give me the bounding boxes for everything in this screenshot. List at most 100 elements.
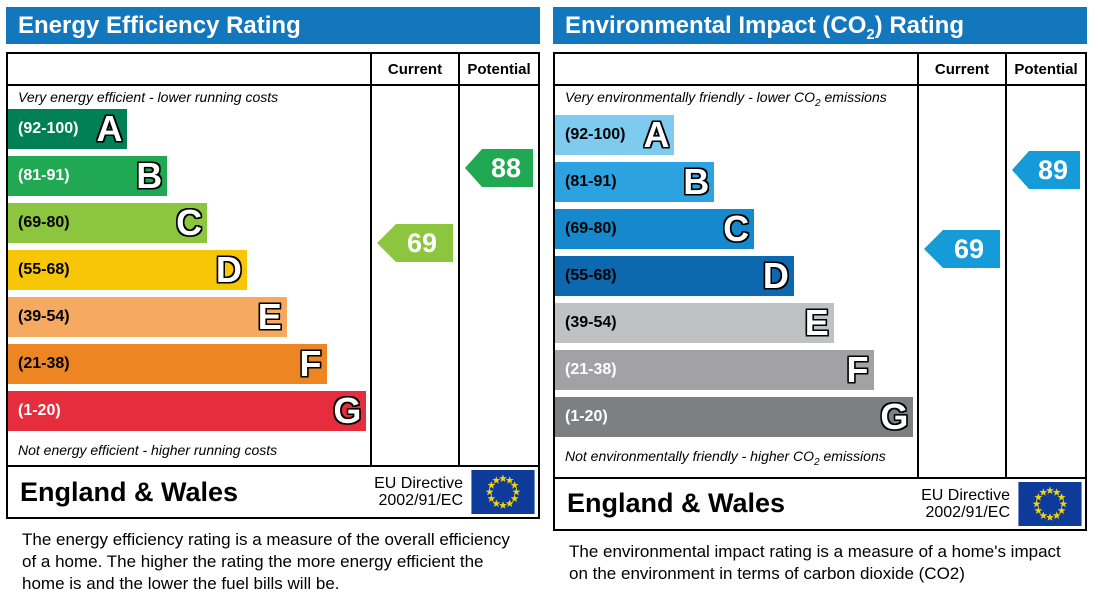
band-range-label: (21-38) <box>565 360 617 378</box>
eu-directive-line2: 2002/91/EC <box>378 492 463 509</box>
eu-directive-line1: EU Directive <box>374 475 463 492</box>
band-range-label: (69-80) <box>565 219 617 237</box>
energy-efficiency-title: Energy Efficiency Rating <box>6 7 540 44</box>
band-grade-letter: E <box>257 296 282 337</box>
footer-row: England & Wales EU Directive 2002/91/EC <box>553 476 1087 531</box>
environmental-impact-description: The environmental impact rating is a mea… <box>569 541 1061 583</box>
energy-efficiency-chart: Current Potential Very energy efficient … <box>6 52 540 467</box>
band-a: (92-100) A <box>8 108 128 149</box>
band-g: (1-20) G <box>555 395 914 437</box>
current-rating-value: 69 <box>953 233 985 264</box>
band-a: (92-100) A <box>555 113 675 155</box>
top-caption-suffix: emissions <box>820 89 887 105</box>
potential-rating-value: 88 <box>490 152 522 183</box>
current-column: 69 <box>917 86 1005 477</box>
top-caption-subscript: 2 <box>815 97 821 109</box>
region-label: England & Wales <box>20 476 239 507</box>
current-rating-value: 69 <box>406 227 438 258</box>
band-f: (21-38) F <box>8 344 327 384</box>
region-label: England & Wales <box>567 488 786 519</box>
eu-flag-icon <box>1018 481 1082 526</box>
bottom-caption-suffix: emissions <box>819 447 886 464</box>
band-grade-letter: G <box>880 395 909 437</box>
potential-column: 89 <box>1005 86 1085 477</box>
band-grade-letter: F <box>846 348 869 390</box>
top-caption: Very environmentally friendly - lower CO… <box>555 86 917 115</box>
band-range-label: (92-100) <box>18 120 79 137</box>
bottom-caption-subscript: 2 <box>814 456 820 468</box>
epc-charts: Energy Efficiency Rating Current Potenti… <box>6 7 1087 595</box>
band-range-label: (1-20) <box>565 407 608 425</box>
title-text: Energy Efficiency Rating <box>18 12 301 39</box>
band-range-label: (1-20) <box>18 402 61 419</box>
current-column-header: Current <box>917 54 1005 84</box>
band-e: (39-54) E <box>8 297 287 337</box>
energy-efficiency-panel: Energy Efficiency Rating Current Potenti… <box>6 7 540 595</box>
eu-directive-label: EU Directive 2002/91/EC <box>374 475 471 509</box>
band-grade-letter: A <box>96 108 123 149</box>
band-range-label: (39-54) <box>565 313 617 331</box>
bottom-caption: Not environmentally friendly - higher CO… <box>555 444 917 477</box>
potential-column: 88 <box>458 86 538 465</box>
column-header-row: Current Potential <box>555 54 1085 86</box>
bottom-caption-prefix: Not environmentally friendly - higher CO <box>565 447 814 464</box>
band-grade-letter: D <box>762 254 789 296</box>
band-b: (81-91) B <box>8 155 168 196</box>
band-c: (69-80) C <box>555 207 755 249</box>
band-range-label: (55-68) <box>565 266 617 284</box>
potential-rating-value: 89 <box>1037 154 1069 185</box>
title-subscript: 2 <box>866 26 875 43</box>
band-grade-letter: B <box>683 160 710 202</box>
potential-rating-arrow: 89 <box>1012 151 1080 189</box>
column-header-row: Current Potential <box>8 54 538 86</box>
rating-bands: Very energy efficient - lower running co… <box>8 86 370 465</box>
top-caption: Very energy efficient - lower running co… <box>18 89 279 105</box>
potential-column-header: Potential <box>1005 54 1085 84</box>
band-g: (1-20) G <box>8 390 367 431</box>
environmental-impact-panel: Environmental Impact (CO2) Rating Curren… <box>553 7 1087 595</box>
band-range-label: (55-68) <box>18 261 70 278</box>
band-range-label: (21-38) <box>18 355 70 372</box>
band-grade-letter: E <box>804 301 829 343</box>
band-d: (55-68) D <box>8 250 247 290</box>
header-spacer <box>555 54 917 84</box>
eu-directive-label: EU Directive 2002/91/EC <box>921 487 1018 521</box>
band-range-label: (69-80) <box>18 214 70 231</box>
band-d: (55-68) D <box>555 254 794 296</box>
chart-body: Very environmentally friendly - lower CO… <box>555 86 1085 477</box>
band-range-label: (92-100) <box>565 125 626 143</box>
band-e: (39-54) E <box>555 301 834 343</box>
header-spacer <box>8 54 370 84</box>
current-column: 69 <box>370 86 458 465</box>
eu-directive-line1: EU Directive <box>921 486 1010 504</box>
band-f: (21-38) F <box>555 348 874 390</box>
band-c: (69-80) C <box>8 202 208 243</box>
band-b: (81-91) B <box>555 160 715 202</box>
band-grade-letter: C <box>723 207 750 249</box>
band-range-label: (39-54) <box>18 308 70 325</box>
band-grade-letter: C <box>176 202 203 243</box>
energy-efficiency-description: The energy efficiency rating is a measur… <box>22 530 510 593</box>
top-caption-prefix: Very environmentally friendly - lower CO <box>565 89 816 105</box>
current-rating-arrow: 69 <box>924 230 1000 268</box>
band-range-label: (81-91) <box>565 172 617 190</box>
environmental-impact-title: Environmental Impact (CO2) Rating <box>553 7 1087 44</box>
eu-directive-line2: 2002/91/EC <box>925 503 1010 521</box>
band-grade-letter: F <box>299 343 322 384</box>
potential-column-header: Potential <box>458 54 538 84</box>
title-text-prefix: Environmental Impact (CO <box>565 12 867 39</box>
current-column-header: Current <box>370 54 458 84</box>
band-grade-letter: A <box>643 113 670 155</box>
eu-flag-icon <box>471 470 535 514</box>
bottom-caption: Not energy efficient - higher running co… <box>18 442 278 458</box>
band-grade-letter: G <box>333 390 362 431</box>
title-text-suffix: ) Rating <box>874 12 964 39</box>
rating-bands: Very environmentally friendly - lower CO… <box>555 86 917 477</box>
current-rating-arrow: 69 <box>377 224 453 262</box>
footer-row: England & Wales EU Directive 2002/91/EC <box>6 465 540 519</box>
band-range-label: (81-91) <box>18 167 70 184</box>
environmental-impact-chart: Current Potential Very environmentally f… <box>553 52 1087 479</box>
chart-body: Very energy efficient - lower running co… <box>8 86 538 465</box>
band-grade-letter: D <box>215 249 242 290</box>
band-grade-letter: B <box>136 155 163 196</box>
